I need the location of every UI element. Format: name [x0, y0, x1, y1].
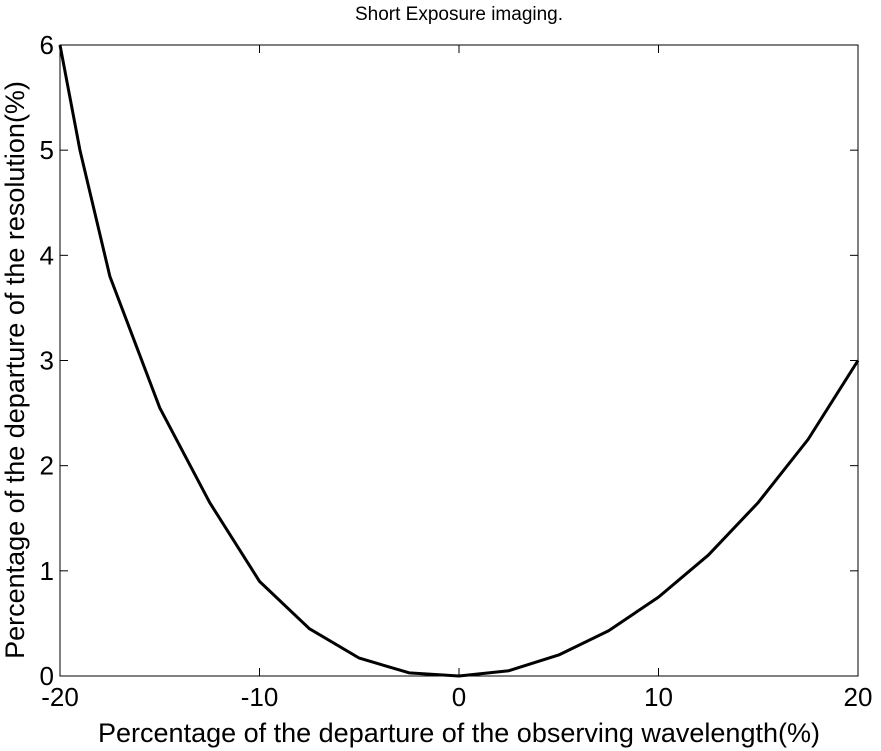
line — [58, 44, 860, 678]
x-tick-label: -20 — [41, 682, 79, 712]
x-tick-label: 20 — [844, 682, 873, 712]
x-tick-label: 10 — [644, 682, 673, 712]
y-axis-label: Percentage of the departure of the resol… — [0, 81, 30, 659]
y-tick-label: 2 — [40, 451, 54, 481]
y-tick-label: 0 — [40, 661, 54, 691]
plot-frame — [59, 44, 859, 677]
x-axis-label: Percentage of the departure of the obser… — [98, 718, 820, 748]
chart-title: Short Exposure imaging. — [355, 4, 563, 25]
y-tick-label: 1 — [40, 556, 54, 586]
y-tick-label: 5 — [40, 135, 54, 165]
y-tick-label: 3 — [40, 346, 54, 376]
x-tick-label: -10 — [241, 682, 279, 712]
y-tick-label: 4 — [40, 240, 54, 270]
y-tick-label: 6 — [40, 30, 54, 60]
x-tick-label: 0 — [452, 682, 466, 712]
